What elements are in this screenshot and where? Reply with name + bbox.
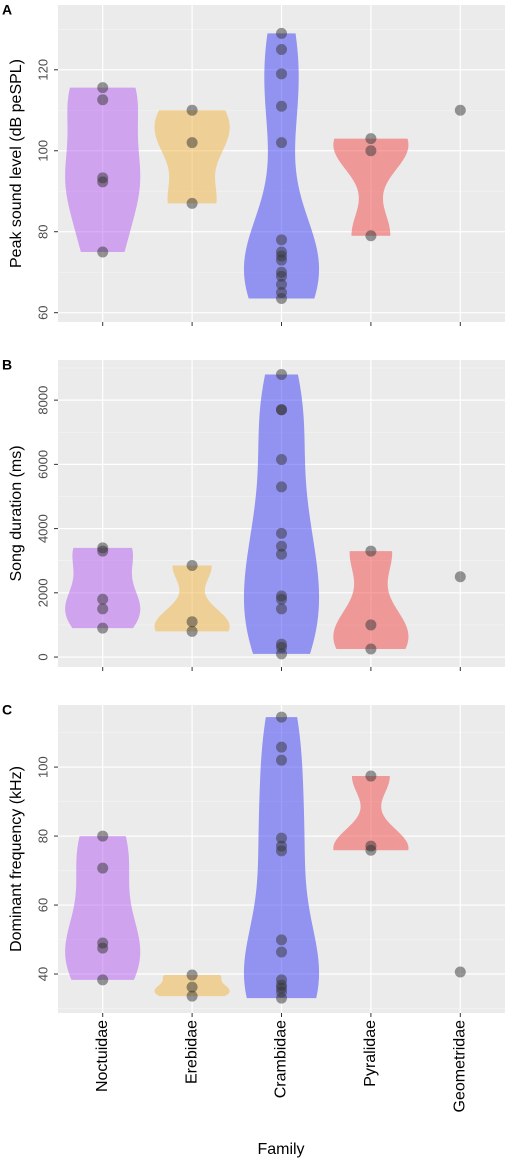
data-point bbox=[97, 830, 109, 842]
data-point bbox=[365, 619, 377, 631]
data-point bbox=[276, 68, 287, 80]
data-point bbox=[365, 133, 377, 145]
data-point bbox=[186, 969, 198, 981]
violin bbox=[333, 776, 409, 851]
x-tick-label: Geometridae bbox=[452, 1020, 469, 1113]
data-point bbox=[186, 990, 198, 1002]
data-point bbox=[97, 246, 109, 258]
violin bbox=[243, 374, 320, 654]
y-tick-label: 0 bbox=[35, 653, 50, 660]
data-point bbox=[97, 942, 109, 954]
violin bbox=[243, 33, 320, 299]
y-tick-label: 40 bbox=[35, 967, 50, 981]
data-point bbox=[97, 593, 109, 605]
data-point bbox=[454, 966, 466, 978]
data-point bbox=[365, 643, 377, 655]
data-point bbox=[186, 137, 198, 149]
data-point bbox=[276, 711, 287, 723]
y-tick-label: 60 bbox=[35, 898, 50, 912]
data-point bbox=[276, 648, 287, 660]
violin bbox=[65, 547, 141, 629]
violin bbox=[333, 138, 409, 236]
data-point bbox=[97, 862, 109, 874]
data-point bbox=[186, 560, 198, 572]
data-point bbox=[276, 293, 287, 305]
violin bbox=[65, 836, 141, 980]
data-point bbox=[186, 104, 198, 116]
data-point bbox=[276, 527, 287, 539]
data-point bbox=[97, 82, 109, 94]
data-point bbox=[276, 548, 287, 560]
x-axis-title: Family bbox=[257, 1141, 304, 1158]
x-tick-label: Erebidae bbox=[183, 1020, 200, 1084]
violin bbox=[154, 565, 230, 632]
data-point bbox=[276, 254, 287, 266]
data-point bbox=[276, 278, 287, 290]
data-point bbox=[276, 992, 287, 1004]
data-point bbox=[454, 104, 466, 116]
data-point bbox=[276, 454, 287, 466]
data-point bbox=[186, 981, 198, 993]
data-point bbox=[97, 176, 109, 188]
panel-label: C bbox=[2, 702, 12, 718]
violin bbox=[65, 87, 141, 252]
data-point bbox=[97, 545, 109, 557]
y-axis-title: Song duration (ms) bbox=[8, 445, 25, 581]
data-point bbox=[276, 540, 287, 552]
y-tick-label: 6000 bbox=[35, 450, 50, 479]
violin bbox=[243, 717, 320, 999]
data-point bbox=[276, 481, 287, 493]
data-point bbox=[276, 593, 287, 605]
data-point bbox=[97, 974, 109, 986]
data-point bbox=[276, 404, 287, 416]
data-point bbox=[365, 230, 377, 242]
y-tick-label: 8000 bbox=[35, 386, 50, 415]
y-tick-label: 80 bbox=[35, 224, 50, 238]
data-point bbox=[365, 770, 377, 782]
data-point bbox=[276, 946, 287, 958]
data-point bbox=[186, 197, 198, 209]
y-tick-label: 100 bbox=[35, 756, 50, 778]
violin bbox=[154, 110, 230, 204]
data-point bbox=[276, 27, 287, 39]
data-point bbox=[186, 625, 198, 637]
x-tick-label: Noctuidae bbox=[94, 1020, 111, 1092]
data-point bbox=[454, 571, 466, 583]
data-point bbox=[97, 94, 109, 106]
data-point bbox=[276, 100, 287, 112]
y-tick-label: 100 bbox=[35, 140, 50, 162]
data-point bbox=[276, 934, 287, 946]
y-axis-title: Dominant frequency (kHz) bbox=[8, 766, 25, 952]
data-point bbox=[276, 845, 287, 857]
y-tick-label: 2000 bbox=[35, 578, 50, 607]
violin bbox=[333, 551, 409, 650]
data-point bbox=[276, 368, 287, 380]
x-tick-label: Pyralidae bbox=[362, 1020, 379, 1087]
data-point bbox=[276, 754, 287, 766]
data-point bbox=[97, 603, 109, 615]
y-tick-label: 4000 bbox=[35, 514, 50, 543]
data-point bbox=[276, 603, 287, 615]
y-tick-label: 80 bbox=[35, 829, 50, 843]
data-point bbox=[186, 616, 198, 628]
data-point bbox=[97, 622, 109, 634]
data-point bbox=[276, 270, 287, 282]
data-point bbox=[276, 832, 287, 844]
panel-label: B bbox=[2, 357, 12, 373]
y-tick-label: 60 bbox=[35, 305, 50, 319]
y-axis-title: Peak sound level (dB peSPL) bbox=[8, 59, 25, 268]
data-point bbox=[365, 844, 377, 856]
data-point bbox=[276, 44, 287, 56]
panel-label: A bbox=[2, 2, 12, 18]
data-point bbox=[276, 137, 287, 149]
x-tick-label: Crambidae bbox=[273, 1020, 290, 1098]
y-tick-label: 120 bbox=[35, 59, 50, 81]
data-point bbox=[276, 234, 287, 246]
data-point bbox=[365, 145, 377, 157]
data-point bbox=[365, 545, 377, 557]
data-point bbox=[276, 741, 287, 753]
